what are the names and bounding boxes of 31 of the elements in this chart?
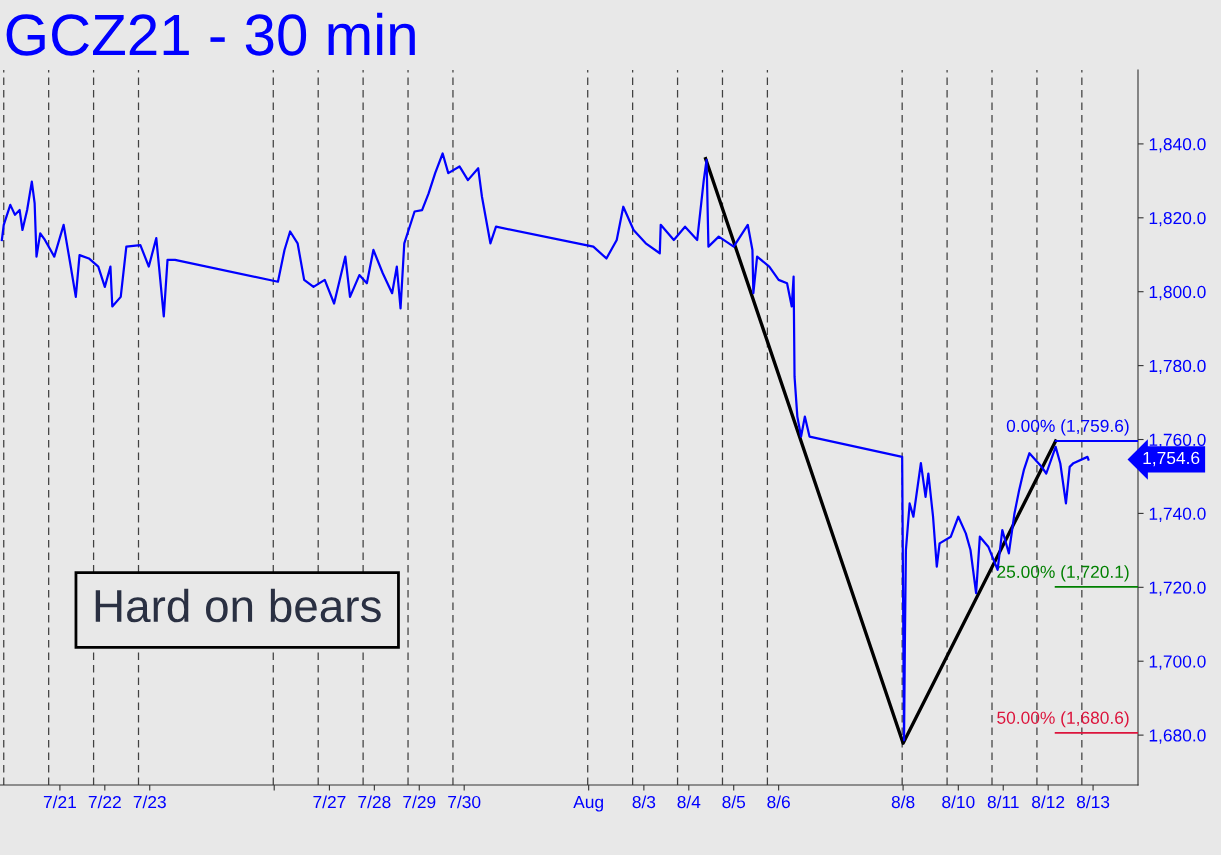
x-tick-label: 7/29 — [403, 795, 436, 809]
x-tick-label: 8/8 — [891, 795, 915, 809]
series-label: 25.00% (1,720.1) — [997, 565, 1129, 582]
y-tick-label: 1,740.0 — [1149, 507, 1206, 522]
x-tick-label: 8/12 — [1032, 795, 1065, 809]
x-tick-label: 8/4 — [677, 795, 701, 809]
y-tick-label: 1,820.0 — [1149, 211, 1206, 227]
x-tick-label: 7/27 — [313, 795, 346, 809]
y-tick-label: 1,780.0 — [1149, 359, 1206, 375]
chart-title: GCZ21 - 30 min — [6, 12, 415, 56]
x-tick-label: 8/5 — [722, 795, 746, 809]
y-tick-label: 1,840.0 — [1149, 138, 1206, 153]
x-tick-label: 7/21 — [43, 795, 76, 809]
text: 1,754.6 — [1143, 451, 1200, 467]
x-tick-label: Aug — [573, 796, 603, 812]
x-tick-label: 7/30 — [448, 795, 481, 809]
x-tick-label: 7/23 — [133, 795, 166, 809]
y-tick-label: 1,700.0 — [1149, 655, 1206, 670]
y-tick-label: 1,800.0 — [1149, 285, 1206, 301]
x-tick-label: 7/22 — [88, 795, 121, 809]
annotation: Hard on bears — [95, 588, 381, 623]
x-tick-label: 7/28 — [358, 795, 391, 809]
x-tick-label: 8/13 — [1076, 795, 1110, 809]
y-tick-label: 1,680.0 — [1149, 729, 1206, 744]
x-tick-label: 8/11 — [987, 795, 1019, 809]
x-tick-label: 8/10 — [942, 795, 975, 809]
series-label: 0.00% (1,759.6) — [1006, 419, 1129, 436]
y-tick-label: 1,720.0 — [1149, 581, 1206, 596]
x-tick-label: 8/6 — [767, 795, 790, 809]
y-tick-label: 1,760.0 — [1149, 433, 1206, 449]
x-tick-label: 8/3 — [632, 795, 656, 809]
